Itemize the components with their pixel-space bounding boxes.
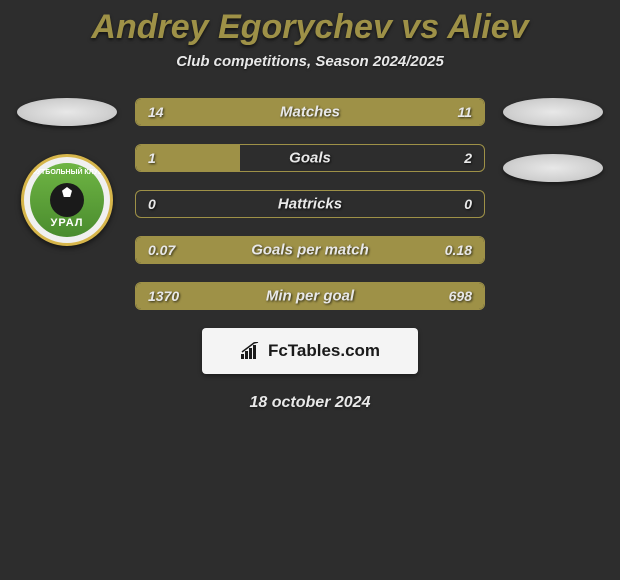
stat-value-right: 698 bbox=[449, 288, 472, 304]
chart-icon bbox=[240, 342, 262, 360]
main-area: ФУТБОЛЬНЫЙ КЛУБ УРАЛ 14Matches111Goals20… bbox=[0, 98, 620, 310]
right-player-photo-placeholder bbox=[503, 98, 603, 126]
stat-label: Goals per match bbox=[251, 242, 369, 259]
stat-bar: 1 Goals 2 bbox=[135, 144, 485, 172]
stat-value-left: 0 bbox=[148, 196, 156, 212]
page-title: Andrey Egorychev vs Aliev bbox=[0, 8, 620, 47]
right-club-badge-placeholder bbox=[503, 154, 603, 182]
club-badge-inner: ФУТБОЛЬНЫЙ КЛУБ УРАЛ bbox=[30, 163, 104, 237]
stat-value-right: 11 bbox=[457, 104, 472, 120]
stat-label: Min per goal bbox=[266, 288, 354, 305]
stat-value-left: 0.07 bbox=[148, 242, 175, 258]
left-player-photo-placeholder bbox=[17, 98, 117, 126]
date-line: 18 october 2024 bbox=[0, 394, 620, 412]
stat-label: Hattricks bbox=[278, 196, 342, 213]
brand-box[interactable]: FcTables.com bbox=[202, 328, 418, 374]
stat-label: Goals bbox=[289, 150, 331, 167]
brand-text: FcTables.com bbox=[268, 341, 380, 361]
stat-value-right: 0.18 bbox=[445, 242, 472, 258]
right-player-col bbox=[503, 98, 603, 182]
left-club-badge: ФУТБОЛЬНЫЙ КЛУБ УРАЛ bbox=[21, 154, 113, 246]
stat-bars: 14Matches111Goals20Hattricks00.07Goals p… bbox=[135, 98, 485, 310]
stat-bar: 0 Hattricks 0 bbox=[135, 190, 485, 218]
stat-value-right: 0 bbox=[464, 196, 472, 212]
stat-value-left: 1 bbox=[148, 150, 156, 166]
stat-label: Matches bbox=[280, 104, 340, 121]
club-badge-text-top: ФУТБОЛЬНЫЙ КЛУБ bbox=[30, 169, 104, 176]
subtitle: Club competitions, Season 2024/2025 bbox=[0, 53, 620, 70]
stat-value-left: 1370 bbox=[148, 288, 179, 304]
left-player-col: ФУТБОЛЬНЫЙ КЛУБ УРАЛ bbox=[17, 98, 117, 246]
stat-bar: 0.07 Goals per match 0.18 bbox=[135, 236, 485, 264]
stat-bar: 14 Matches 11 bbox=[135, 98, 485, 126]
stat-value-right: 2 bbox=[464, 150, 472, 166]
stat-bar: 1370 Min per goal 698 bbox=[135, 282, 485, 310]
club-badge-text-bottom: УРАЛ bbox=[30, 217, 104, 229]
comparison-widget: Andrey Egorychev vs Aliev Club competiti… bbox=[0, 0, 620, 412]
stat-value-left: 14 bbox=[148, 104, 164, 120]
soccer-ball-icon bbox=[50, 183, 84, 217]
